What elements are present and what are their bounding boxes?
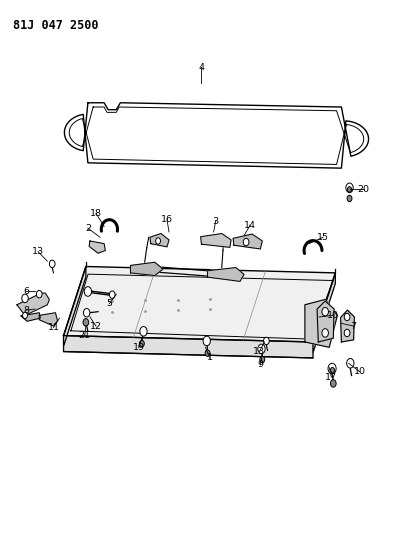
Text: 5: 5 xyxy=(106,299,112,308)
Circle shape xyxy=(83,309,90,317)
Circle shape xyxy=(328,364,336,374)
Circle shape xyxy=(22,294,28,303)
Text: 13: 13 xyxy=(254,347,265,356)
Text: 11: 11 xyxy=(48,323,59,332)
Polygon shape xyxy=(150,233,169,247)
Circle shape xyxy=(49,260,55,268)
Circle shape xyxy=(330,379,336,387)
Circle shape xyxy=(346,183,353,192)
Text: 16: 16 xyxy=(161,215,173,224)
Polygon shape xyxy=(64,103,369,168)
Circle shape xyxy=(140,327,147,336)
Polygon shape xyxy=(341,310,354,342)
Polygon shape xyxy=(63,266,335,342)
Polygon shape xyxy=(208,268,244,281)
Circle shape xyxy=(344,329,350,337)
Circle shape xyxy=(348,187,352,192)
Polygon shape xyxy=(313,273,335,353)
Text: 2: 2 xyxy=(85,224,91,233)
Circle shape xyxy=(344,313,350,321)
Polygon shape xyxy=(233,234,263,249)
Circle shape xyxy=(322,329,328,337)
Circle shape xyxy=(23,312,27,319)
Text: 81J 047 2500: 81J 047 2500 xyxy=(13,19,98,33)
Circle shape xyxy=(260,357,265,363)
Circle shape xyxy=(330,368,335,373)
Polygon shape xyxy=(131,262,163,276)
Polygon shape xyxy=(39,313,57,326)
Text: 9: 9 xyxy=(257,360,263,369)
Polygon shape xyxy=(305,300,337,348)
Circle shape xyxy=(155,238,160,244)
Circle shape xyxy=(322,308,328,316)
Text: 18: 18 xyxy=(90,209,102,218)
Text: 17: 17 xyxy=(325,373,337,382)
Text: 12: 12 xyxy=(90,321,102,330)
Text: 19: 19 xyxy=(133,343,144,352)
Circle shape xyxy=(258,344,265,354)
Polygon shape xyxy=(317,301,334,342)
Text: 4: 4 xyxy=(199,63,204,71)
Text: 13: 13 xyxy=(32,247,44,256)
Circle shape xyxy=(203,336,210,346)
Circle shape xyxy=(243,238,249,246)
Circle shape xyxy=(263,337,269,345)
Polygon shape xyxy=(63,336,313,358)
Text: 1: 1 xyxy=(207,353,212,362)
Polygon shape xyxy=(63,266,86,346)
Circle shape xyxy=(36,290,42,298)
Circle shape xyxy=(347,359,354,368)
Text: 7: 7 xyxy=(350,321,357,330)
Circle shape xyxy=(205,350,210,357)
Polygon shape xyxy=(21,313,40,321)
Text: 10: 10 xyxy=(354,367,365,376)
Text: 8: 8 xyxy=(23,305,29,314)
Polygon shape xyxy=(201,233,231,247)
Circle shape xyxy=(109,291,115,298)
Text: 6: 6 xyxy=(23,287,29,296)
Circle shape xyxy=(84,287,92,296)
Polygon shape xyxy=(17,293,49,316)
Text: 14: 14 xyxy=(244,221,256,230)
Text: 21: 21 xyxy=(79,331,91,340)
Circle shape xyxy=(347,195,352,201)
Text: 20: 20 xyxy=(358,185,370,194)
Polygon shape xyxy=(89,241,105,253)
Text: 10: 10 xyxy=(326,311,339,320)
Text: 15: 15 xyxy=(317,233,329,242)
Circle shape xyxy=(140,341,144,347)
Circle shape xyxy=(83,319,89,326)
Text: 3: 3 xyxy=(212,217,219,226)
